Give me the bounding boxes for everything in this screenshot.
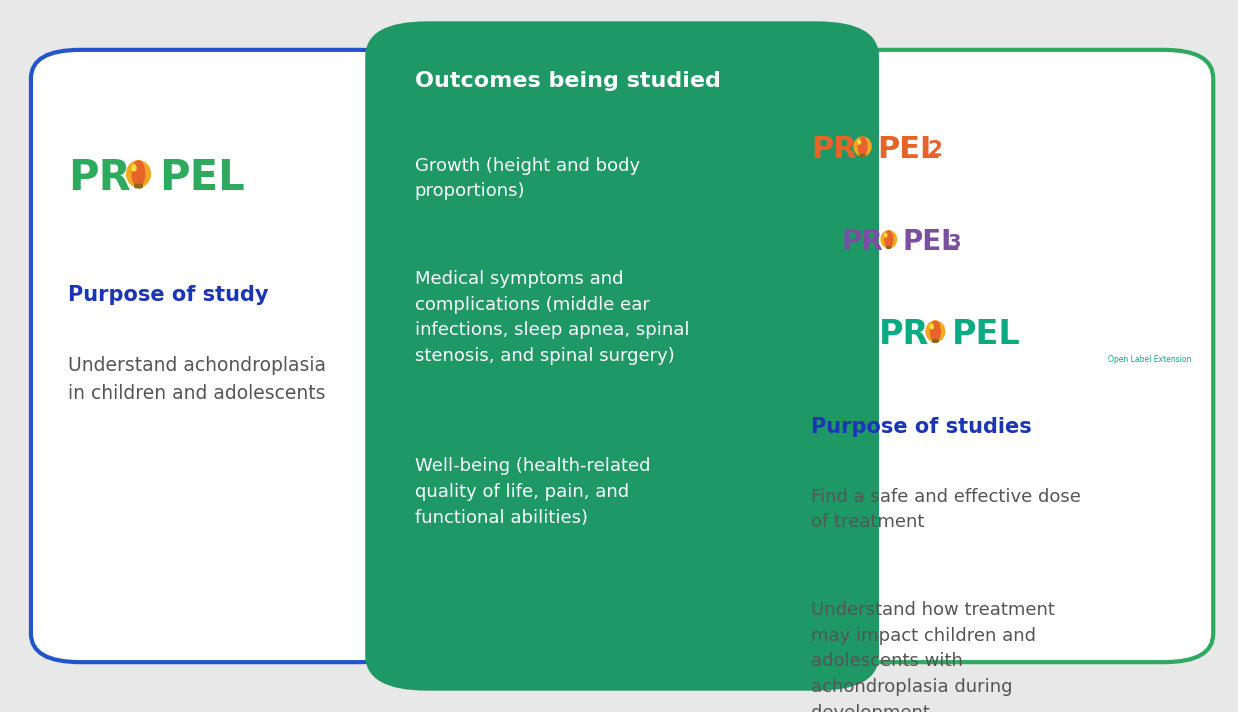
- Ellipse shape: [884, 230, 894, 248]
- Text: Purpose of studies: Purpose of studies: [811, 417, 1031, 436]
- Ellipse shape: [858, 137, 868, 157]
- FancyBboxPatch shape: [365, 21, 879, 691]
- Text: Understand achondroplasia
in children and adolescents: Understand achondroplasia in children an…: [68, 356, 326, 403]
- Ellipse shape: [857, 140, 862, 145]
- Ellipse shape: [126, 160, 151, 188]
- Text: Medical symptoms and
complications (middle ear
infections, sleep apnea, spinal
s: Medical symptoms and complications (midd…: [415, 270, 690, 365]
- Text: Well-being (health-related
quality of life, pain, and
functional abilities): Well-being (health-related quality of li…: [415, 457, 650, 526]
- Text: PR: PR: [879, 318, 930, 351]
- Text: Understand how treatment
may impact children and
adolescents with
achondroplasia: Understand how treatment may impact chil…: [811, 601, 1055, 712]
- FancyBboxPatch shape: [859, 154, 865, 157]
- Text: Growth (height and body
proportions): Growth (height and body proportions): [415, 157, 640, 200]
- Text: Find a safe and effective dose
of treatment: Find a safe and effective dose of treatm…: [811, 488, 1081, 531]
- FancyBboxPatch shape: [31, 50, 409, 662]
- Ellipse shape: [131, 160, 145, 188]
- Ellipse shape: [853, 137, 872, 157]
- Text: PR: PR: [68, 157, 131, 199]
- FancyBboxPatch shape: [886, 246, 891, 249]
- Ellipse shape: [930, 323, 933, 330]
- Text: PR: PR: [842, 228, 884, 256]
- Ellipse shape: [930, 320, 941, 342]
- Text: 2: 2: [927, 140, 942, 159]
- Text: PEL: PEL: [903, 228, 959, 256]
- Text: PEL: PEL: [878, 135, 940, 164]
- Ellipse shape: [131, 164, 136, 172]
- Ellipse shape: [884, 233, 888, 238]
- Ellipse shape: [880, 230, 898, 248]
- Text: Open Label Extension: Open Label Extension: [1108, 355, 1191, 364]
- FancyBboxPatch shape: [134, 184, 142, 189]
- Text: PEL: PEL: [160, 157, 245, 199]
- Text: Purpose of study: Purpose of study: [68, 285, 269, 305]
- FancyBboxPatch shape: [774, 50, 1213, 662]
- Ellipse shape: [925, 320, 946, 342]
- Text: PR: PR: [811, 135, 857, 164]
- Text: Outcomes being studied: Outcomes being studied: [415, 71, 721, 91]
- Text: PEL: PEL: [952, 318, 1020, 351]
- FancyBboxPatch shape: [932, 339, 938, 343]
- Text: 3: 3: [947, 233, 961, 251]
